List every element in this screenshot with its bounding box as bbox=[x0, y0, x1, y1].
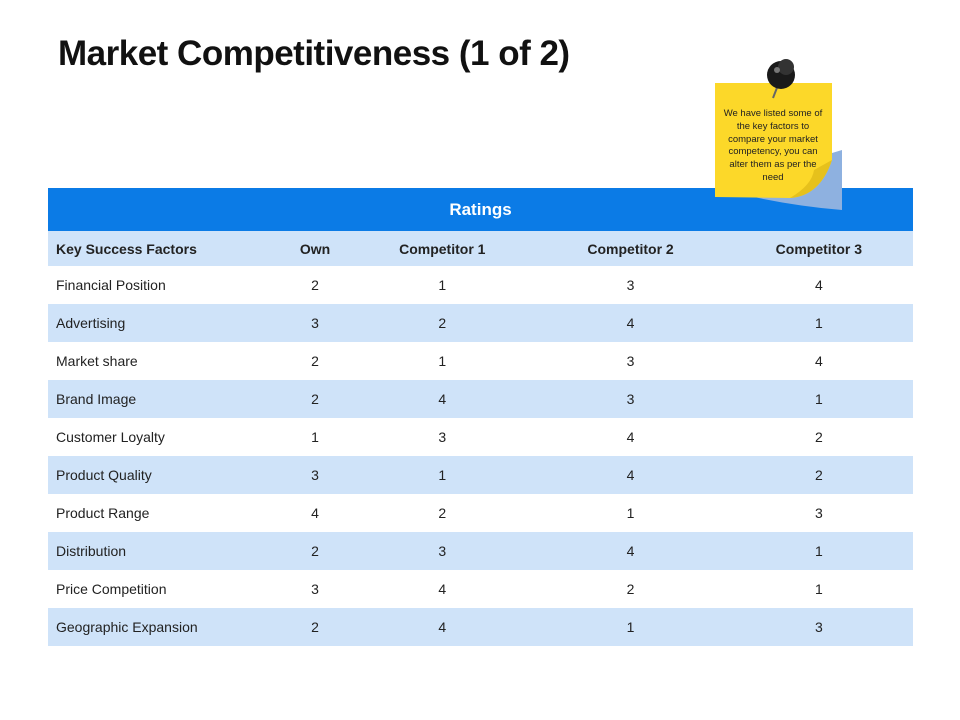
rating-cell: 3 bbox=[814, 505, 823, 521]
table-row: Market share 2 1 3 4 bbox=[48, 342, 913, 380]
factor-cell: Financial Position bbox=[56, 277, 166, 293]
rating-cell: 3 bbox=[626, 353, 635, 369]
factor-cell: Geographic Expansion bbox=[48, 608, 282, 646]
rating-cell: 4 bbox=[348, 380, 537, 418]
rating-cell: 3 bbox=[348, 532, 537, 570]
table-row: Distribution 2 3 4 1 bbox=[48, 532, 913, 570]
header-row: Key Success Factors Own Competitor 1 Compet… bbox=[48, 231, 913, 266]
rating-cell: 2 bbox=[348, 304, 537, 342]
rating-cell: 3 bbox=[282, 456, 349, 494]
factor-cell: Product Quality bbox=[48, 456, 282, 494]
column-header: Competitor 3 bbox=[724, 231, 913, 266]
rating-cell: 4 bbox=[814, 277, 823, 293]
rating-cell: 3 bbox=[626, 277, 635, 293]
rating-cell: 1 bbox=[348, 456, 537, 494]
rating-cell: 4 bbox=[536, 304, 725, 342]
sticky-note-text: We have listed some of the key factors t… bbox=[723, 108, 823, 183]
rating-cell: 2 bbox=[724, 456, 913, 494]
rating-cell: 1 bbox=[536, 608, 725, 646]
rating-cell: 2 bbox=[282, 608, 349, 646]
rating-cell: 2 bbox=[311, 277, 319, 293]
factor-cell: Distribution bbox=[48, 532, 282, 570]
rating-cell: 1 bbox=[438, 353, 447, 369]
rating-cell: 4 bbox=[311, 505, 319, 521]
table-row: Product Range 4 2 1 3 bbox=[48, 494, 913, 532]
table-row: Price Competition 3 4 2 1 bbox=[48, 570, 913, 608]
table-row: Customer Loyalty 1 3 4 2 bbox=[48, 418, 913, 456]
rating-cell: 1 bbox=[311, 429, 319, 445]
table-row: Brand Image 2 4 3 1 bbox=[48, 380, 913, 418]
rating-cell: 3 bbox=[282, 304, 349, 342]
rating-cell: 4 bbox=[536, 456, 725, 494]
factor-cell: Product Range bbox=[56, 505, 150, 521]
rating-cell: 3 bbox=[536, 380, 725, 418]
rating-cell: 4 bbox=[814, 353, 823, 369]
rating-cell: 4 bbox=[536, 532, 725, 570]
factor-cell: Customer Loyalty bbox=[56, 429, 165, 445]
rating-cell: 1 bbox=[724, 304, 913, 342]
rating-cell: 1 bbox=[626, 505, 635, 521]
factor-cell: Advertising bbox=[48, 304, 282, 342]
rating-cell: 2 bbox=[814, 429, 823, 445]
table-row: Financial Position 2 1 3 4 bbox=[48, 266, 913, 304]
rating-cell: 3 bbox=[438, 429, 447, 445]
rating-cell: 2 bbox=[626, 581, 635, 597]
column-header: Competitor 2 bbox=[536, 231, 725, 266]
rating-cell: 1 bbox=[814, 581, 823, 597]
rating-cell: 2 bbox=[438, 505, 447, 521]
rating-cell: 1 bbox=[438, 277, 447, 293]
rating-cell: 2 bbox=[311, 353, 319, 369]
rating-cell: 3 bbox=[724, 608, 913, 646]
column-header: Key Success Factors bbox=[48, 231, 282, 266]
rating-cell: 2 bbox=[282, 532, 349, 570]
rating-cell: 2 bbox=[282, 380, 349, 418]
table-row: Advertising 3 2 4 1 bbox=[48, 304, 913, 342]
rating-cell: 1 bbox=[724, 380, 913, 418]
column-header: Own bbox=[282, 231, 349, 266]
table-row: Geographic Expansion 2 4 1 3 bbox=[48, 608, 913, 646]
rating-cell: 4 bbox=[626, 429, 635, 445]
factor-cell: Brand Image bbox=[48, 380, 282, 418]
table-row: Product Quality 3 1 4 2 bbox=[48, 456, 913, 494]
rating-cell: 4 bbox=[348, 608, 537, 646]
rating-cell: 1 bbox=[724, 532, 913, 570]
rating-cell: 3 bbox=[311, 581, 319, 597]
rating-cell: 4 bbox=[438, 581, 447, 597]
column-header: Competitor 1 bbox=[348, 231, 537, 266]
slide-title: Market Competitiveness (1 of 2) bbox=[58, 34, 570, 73]
factor-cell: Market share bbox=[56, 353, 138, 369]
factor-cell: Price Competition bbox=[56, 581, 167, 597]
